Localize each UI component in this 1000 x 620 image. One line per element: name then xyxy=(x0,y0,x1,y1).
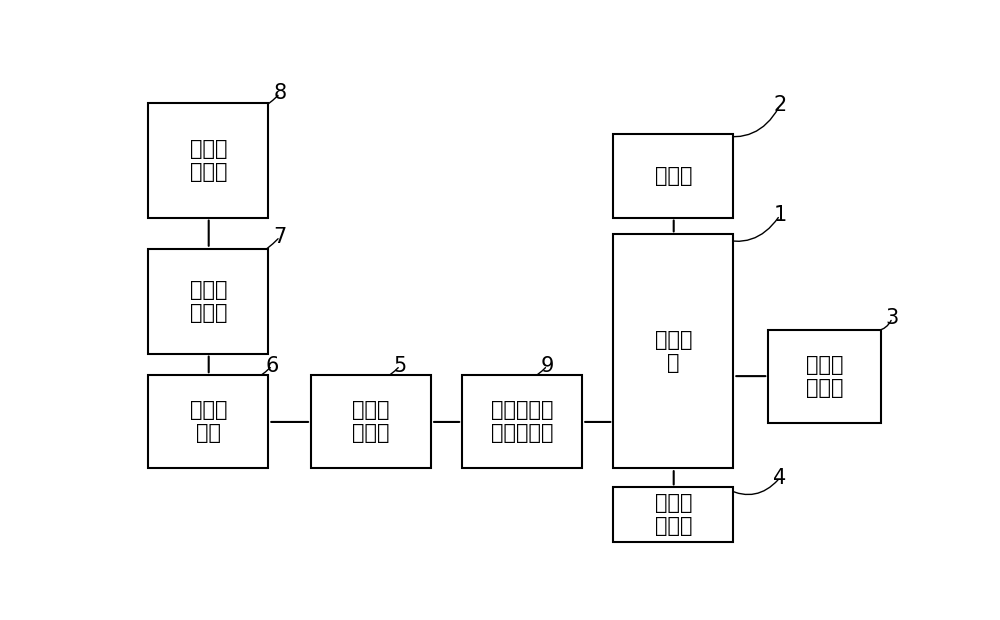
Text: 7: 7 xyxy=(273,227,287,247)
Text: 语音识
别模块: 语音识 别模块 xyxy=(655,493,692,536)
Bar xyxy=(311,375,431,468)
Text: 对称式三极
管放大电路: 对称式三极 管放大电路 xyxy=(491,400,553,443)
Bar xyxy=(613,487,733,542)
Bar xyxy=(148,249,268,353)
Bar xyxy=(613,134,733,218)
Bar xyxy=(148,375,268,468)
Bar xyxy=(462,375,582,468)
Text: 3: 3 xyxy=(886,308,899,328)
Text: 预处理
模块: 预处理 模块 xyxy=(190,400,227,443)
Text: 主控单
元: 主控单 元 xyxy=(655,330,692,373)
Text: 8: 8 xyxy=(273,84,287,104)
Text: 2: 2 xyxy=(773,95,786,115)
Bar xyxy=(768,330,881,423)
Text: 4: 4 xyxy=(773,468,786,488)
Bar xyxy=(613,234,733,468)
Text: 5: 5 xyxy=(394,356,407,376)
Text: 9: 9 xyxy=(541,356,554,376)
Text: 特征提
取模块: 特征提 取模块 xyxy=(806,355,843,398)
Text: 语音库: 语音库 xyxy=(655,166,692,186)
Text: 音频编
码模块: 音频编 码模块 xyxy=(190,280,227,323)
Text: 语音采
集模块: 语音采 集模块 xyxy=(190,139,227,182)
Text: 1: 1 xyxy=(773,205,786,225)
Text: 6: 6 xyxy=(266,356,279,376)
Text: 端点检
测模块: 端点检 测模块 xyxy=(352,400,390,443)
Bar xyxy=(148,103,268,218)
